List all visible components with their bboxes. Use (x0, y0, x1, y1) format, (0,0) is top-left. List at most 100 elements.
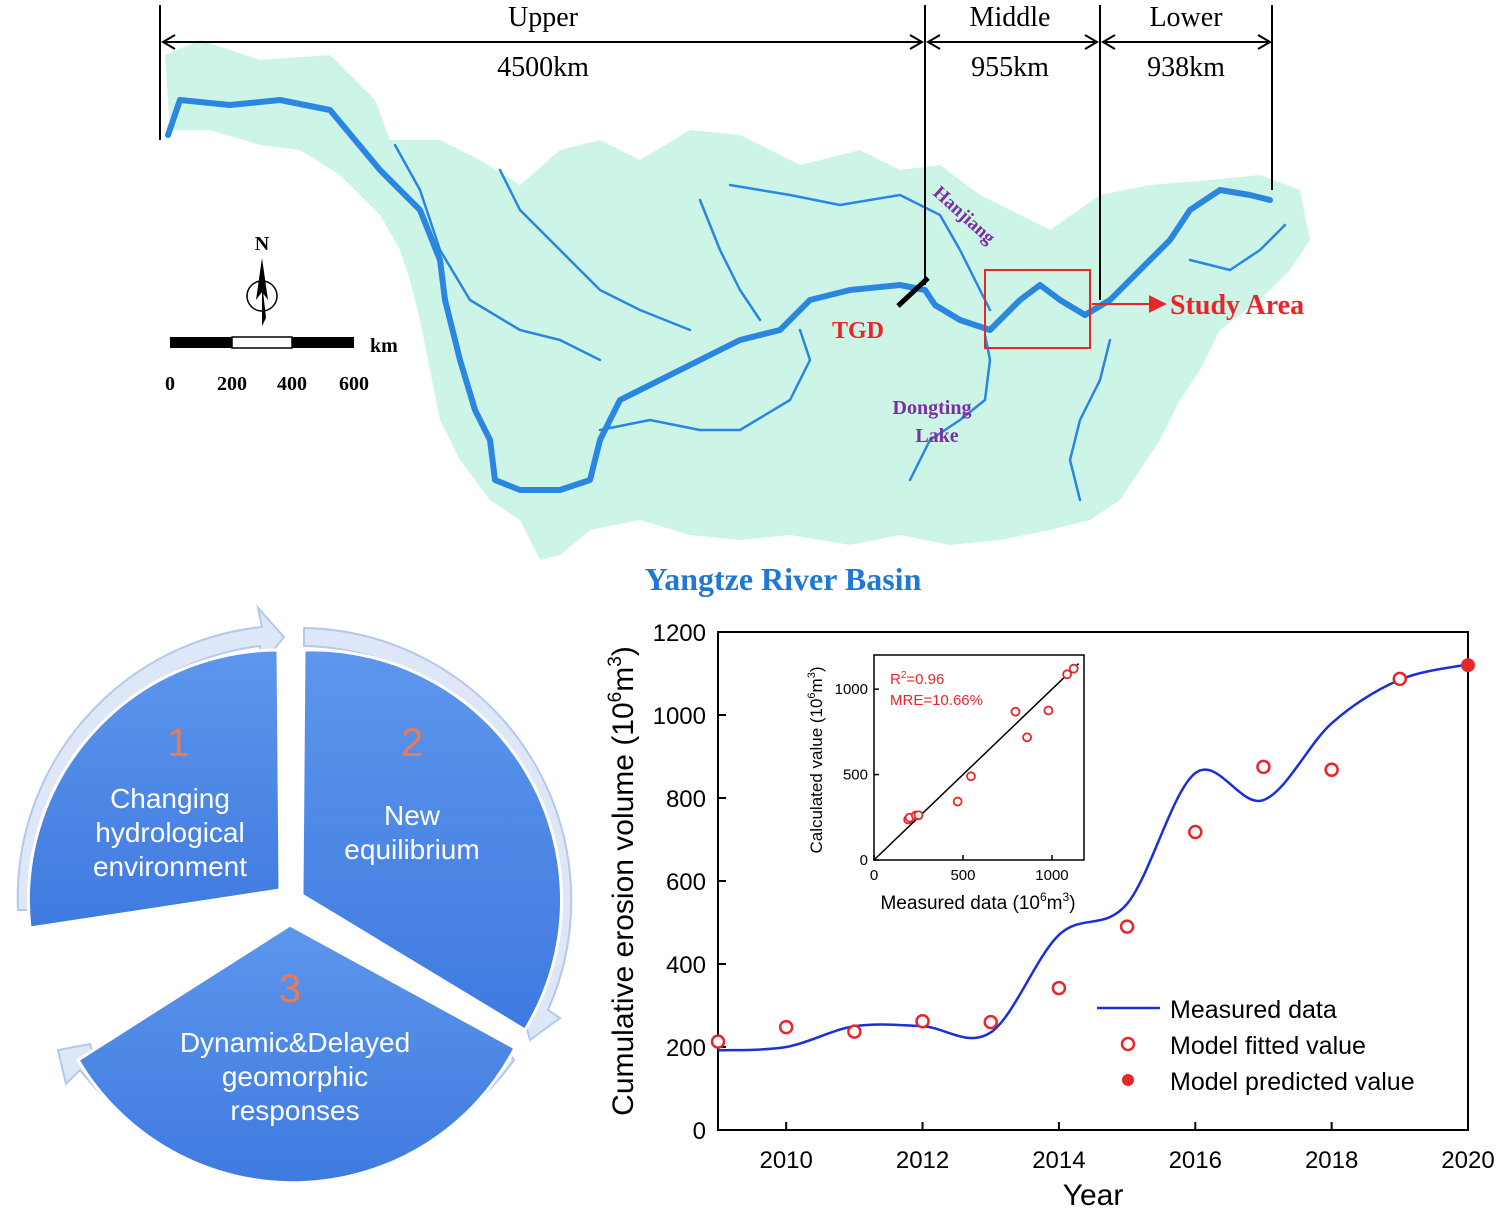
tributary-east (1188, 223, 1287, 272)
tributary-hanjiang (728, 183, 992, 312)
main-y-axis-label: Cumulative erosion volume (106m3) (605, 646, 640, 1116)
inset-point (966, 771, 976, 782)
inset-x-tick-label: 0 (870, 867, 878, 884)
x-tick-label: 2016 (1169, 1147, 1222, 1174)
fitted-point (1188, 824, 1203, 840)
inset-point (1062, 669, 1072, 680)
legend-predicted-label: Model predicted value (1170, 1068, 1415, 1096)
fitted-point (847, 1024, 862, 1039)
inset-x-tick-label: 1000 (1035, 867, 1068, 884)
main-chart-marks (710, 658, 1475, 1049)
inset-y-axis-label: Calculated value (106m3) (806, 666, 826, 853)
x-tick-label: 2020 (1441, 1147, 1494, 1174)
erosion-chart: 2010 2012 2014 2016 2018 2020 0 200 400 600 800 100… (605, 620, 1495, 1212)
step-3-line-3: responses (230, 1095, 359, 1126)
inset-point (1022, 732, 1032, 743)
tributary-xiangjiang (908, 333, 992, 482)
y-tick-label: 800 (666, 786, 706, 813)
inset-y-tick-label: 0 (860, 852, 868, 869)
inset-scatter: 0 500 1000 0 500 1000 R2=0.96 MRE=10.66% Meas… (806, 654, 1085, 914)
main-x-axis-label: Year (1063, 1179, 1124, 1212)
inset-x-axis-label: Measured data (106m3) (880, 890, 1075, 914)
fitted-point (1256, 759, 1271, 775)
fitted-point (1392, 671, 1408, 687)
basin-title: Yangtze River Basin (645, 561, 922, 597)
fitted-point (710, 1034, 726, 1049)
step-1-number: 1 (167, 721, 189, 765)
main-axis-ticks: 2010 2012 2014 2016 2018 2020 0 200 400 600 800 100… (653, 620, 1495, 1174)
x-tick-label: 2010 (759, 1147, 812, 1174)
legend-predicted-swatch (1122, 1074, 1134, 1086)
segment-lower-length: 938km (1147, 52, 1225, 83)
scale-tick-200: 200 (217, 373, 247, 395)
main-river (165, 97, 1273, 493)
fitted-point (1119, 919, 1135, 934)
study-area-label: Study Area (1170, 290, 1304, 321)
river-network (165, 97, 1287, 502)
dam-marker (896, 276, 930, 308)
fitted-point (915, 1014, 930, 1029)
step-2-number: 2 (401, 721, 423, 765)
tributary-wujiang (598, 328, 812, 432)
segment-boundaries (159, 5, 1273, 300)
inset-point (1010, 706, 1021, 717)
segment-lower-label: Lower (1149, 2, 1223, 33)
fitted-point (778, 1019, 794, 1035)
main-legend: Measured data Model fitted value Model p… (1097, 996, 1415, 1096)
lake-label-line1: Dongting (893, 397, 972, 419)
tributary-ganjiang (1068, 338, 1112, 502)
step-1-line-1: Changing (110, 783, 230, 814)
y-tick-label: 0 (693, 1118, 706, 1145)
fitted-point (983, 1014, 998, 1030)
y-tick-label: 600 (666, 869, 706, 896)
inset-point (952, 796, 963, 807)
step-1-line-2: hydrological (95, 817, 244, 848)
inset-y-tick-label: 1000 (835, 681, 868, 698)
predicted-point (1461, 658, 1475, 673)
y-tick-label: 400 (666, 952, 706, 979)
inset-fit-line (873, 663, 1080, 861)
series-measured-line (717, 663, 1469, 1052)
inset-point (1043, 705, 1054, 716)
x-tick-label: 2012 (896, 1147, 949, 1174)
step-2-line-1: New (384, 800, 441, 831)
legend-fitted-swatch (1120, 1036, 1136, 1052)
tributary-jialing (498, 168, 692, 332)
y-tick-label: 1200 (653, 620, 706, 647)
inset-mre-annotation: MRE=10.66% (890, 692, 983, 709)
x-tick-label: 2018 (1305, 1147, 1358, 1174)
north-label: N (255, 233, 270, 255)
inset-points (903, 663, 1079, 825)
study-area-box (984, 269, 1091, 349)
lake-label-line2: Lake (915, 425, 958, 447)
segment-dimension-arrows (161, 34, 1272, 50)
legend-fitted-label: Model fitted value (1170, 1032, 1366, 1060)
north-arrow-icon (246, 258, 278, 326)
step-3-number: 3 (279, 967, 301, 1011)
inset-point (1068, 663, 1079, 674)
segment-middle-length: 955km (971, 52, 1049, 83)
yangtze-basin-map: Upper 4500km Middle 955km Lower 938km TG… (159, 2, 1310, 597)
step-2-line-2: equilibrium (344, 834, 479, 865)
x-tick-label: 2014 (1032, 1147, 1085, 1174)
segment-upper-length: 4500km (497, 52, 589, 83)
inset-axis-ticks: 0 500 1000 0 500 1000 (835, 681, 1069, 884)
segment-middle-label: Middle (970, 2, 1051, 33)
tributary-north (698, 198, 762, 322)
scale-bar (170, 336, 354, 349)
step-3-line-1: Dynamic&Delayed (180, 1027, 410, 1058)
inset-point (913, 810, 924, 821)
fitted-point (1324, 762, 1339, 778)
cycle-segment-2 (300, 648, 563, 1033)
scale-tick-0: 0 (165, 373, 175, 395)
scale-tick-600: 600 (339, 373, 369, 395)
inset-r2-annotation: R2=0.96 (890, 670, 944, 688)
inset-x-tick-label: 500 (950, 867, 975, 884)
step-3-line-2: geomorphic (222, 1061, 368, 1092)
y-tick-label: 200 (666, 1035, 706, 1062)
segment-upper-label: Upper (508, 2, 579, 33)
inset-y-tick-label: 500 (843, 767, 868, 784)
cycle-diagram: 1 Changing hydrological environment 2 Ne… (16, 604, 573, 1185)
cycle-segment-1 (26, 648, 282, 930)
